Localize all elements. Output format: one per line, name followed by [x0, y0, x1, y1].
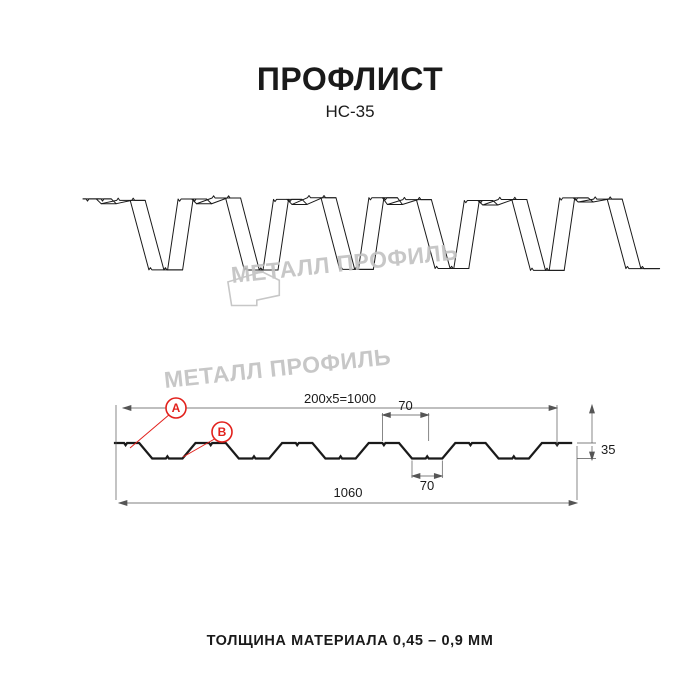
svg-text:1060: 1060 [334, 485, 363, 500]
svg-text:200х5=1000: 200х5=1000 [304, 391, 376, 406]
svg-text:МЕТАЛЛ ПРОФИЛЬ: МЕТАЛЛ ПРОФИЛЬ [230, 238, 459, 288]
svg-text:70: 70 [398, 398, 412, 413]
svg-text:35: 35 [601, 442, 615, 457]
svg-text:B: B [218, 425, 227, 439]
svg-text:70: 70 [420, 478, 434, 493]
svg-text:A: A [172, 401, 181, 415]
svg-text:МЕТАЛЛ ПРОФИЛЬ: МЕТАЛЛ ПРОФИЛЬ [163, 343, 392, 393]
